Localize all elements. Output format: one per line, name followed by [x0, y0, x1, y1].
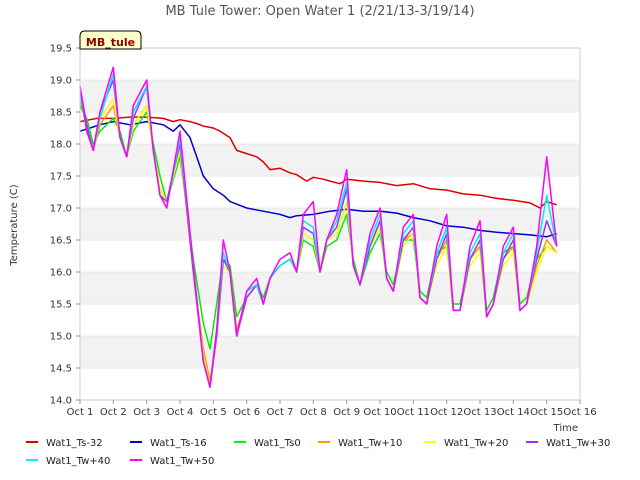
x-tick-label: Oct 8 [300, 407, 327, 418]
x-tick-label: Oct 3 [133, 407, 160, 418]
legend-label: Wat1_Ts-16 [150, 438, 207, 449]
grid-band [79, 367, 581, 401]
series-line-wat1-tw-50 [79, 66, 558, 388]
grid-band [79, 271, 581, 305]
grid-band [79, 111, 581, 145]
x-tick-label: Oct 10 [363, 407, 396, 418]
site-badge-label: MB_tule [86, 36, 135, 49]
y-tick-label: 19.0 [50, 76, 72, 87]
y-tick-label: 15.5 [50, 300, 72, 311]
y-tick-label: 18.5 [50, 108, 72, 119]
x-tick-label: Oct 13 [463, 407, 496, 418]
site-badge: MB_tule [79, 30, 142, 50]
y-tick-label: 16.0 [50, 268, 72, 279]
x-axis-label: Time [553, 423, 578, 434]
y-axis-label: Temperature (C) [9, 184, 20, 266]
x-tick-label: Oct 16 [563, 407, 596, 418]
y-tick-label: 17.5 [50, 172, 72, 183]
x-tick-label: Oct 9 [333, 407, 360, 418]
x-tick-label: Oct 2 [100, 407, 127, 418]
legend-label: Wat1_Tw+20 [444, 438, 508, 449]
x-tick-label: Oct 7 [267, 407, 294, 418]
x-tick-label: Oct 5 [200, 407, 227, 418]
y-tick-label: 15.0 [50, 332, 72, 343]
legend-label: Wat1_Tw+10 [338, 438, 402, 449]
x-axis-ticks: Oct 1 Oct 2 Oct 3 Oct 4 Oct 5 Oct 6 Oct 7 Oct 8… [67, 400, 597, 418]
grid-band [79, 143, 581, 177]
legend-label: Wat1_Tw+30 [546, 438, 610, 449]
y-tick-label: 14.5 [50, 364, 72, 375]
x-tick-label: Oct 4 [167, 407, 194, 418]
y-tick-label: 19.5 [50, 44, 72, 55]
grid-band [79, 303, 581, 337]
grid-band [79, 335, 581, 369]
x-tick-label: Oct 12 [430, 407, 463, 418]
x-tick-label: Oct 14 [497, 407, 530, 418]
series-line-wat1-ts-32 [79, 116, 557, 209]
legend-label: Wat1_Ts-32 [46, 438, 103, 449]
x-tick-label: Oct 11 [397, 407, 430, 418]
site-badge-box [79, 30, 142, 50]
grid-band [79, 239, 581, 273]
legend-label: Wat1_Tw+50 [150, 456, 214, 467]
x-tick-label: Oct 6 [233, 407, 260, 418]
x-tick-label: Oct 15 [530, 407, 563, 418]
plot-bands [79, 47, 581, 401]
x-tick-label: Oct 1 [67, 407, 94, 418]
y-tick-label: 14.0 [50, 396, 72, 407]
series-layer [79, 66, 558, 388]
grid-band [79, 79, 581, 113]
y-tick-label: 16.5 [50, 236, 72, 247]
series-line-wat1-ts-16 [79, 120, 557, 238]
legend: Wat1_Ts-32 Wat1_Ts-16 Wat1_Ts0 Wat1_Tw+10 Wa… [26, 438, 610, 467]
y-tick-label: 18.0 [50, 140, 72, 151]
y-tick-label: 17.0 [50, 204, 72, 215]
legend-label: Wat1_Ts0 [254, 438, 301, 449]
legend-label: Wat1_Tw+40 [46, 456, 110, 467]
chart-title: MB Tule Tower: Open Water 1 (2/21/13-3/1… [165, 4, 474, 19]
plot-border [79, 47, 581, 401]
y-axis-ticks: 14.0 14.5 15.0 15.5 16.0 16.5 17.0 17.5 18.0 18.5… [50, 44, 80, 407]
grid-band [79, 47, 581, 81]
